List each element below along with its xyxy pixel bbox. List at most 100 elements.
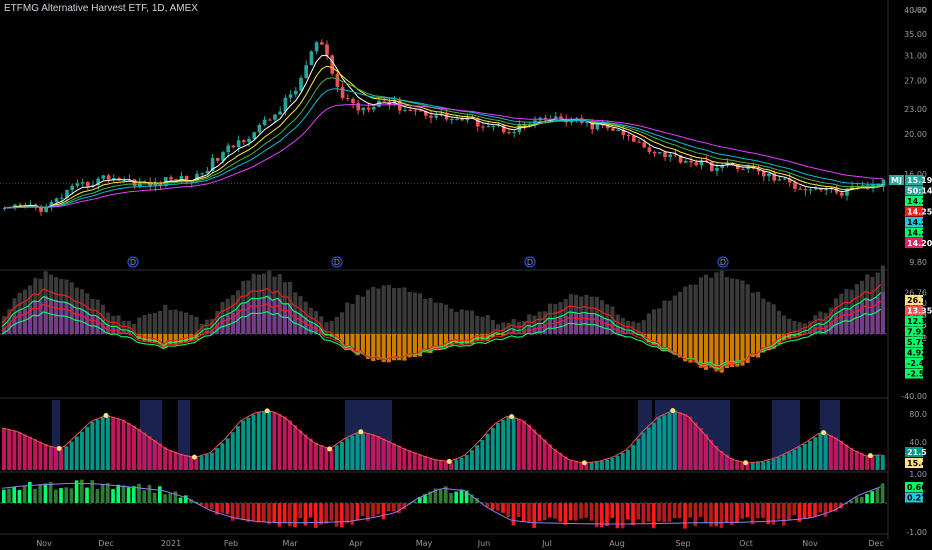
oscillator-bar	[376, 435, 381, 470]
oscillator-bar	[163, 447, 168, 470]
oscillator-pane[interactable]	[1, 400, 885, 470]
trend-bar	[90, 480, 95, 503]
momentum-bar	[189, 334, 194, 341]
trend-bar	[17, 490, 22, 503]
price-tick-label: 40.00	[904, 6, 927, 15]
trend-bar	[85, 487, 89, 503]
trend-bar	[766, 503, 771, 525]
envelope-bar	[386, 285, 391, 334]
trend-bar	[813, 503, 817, 517]
candle-body	[553, 116, 558, 120]
oscillator-bar	[350, 435, 355, 470]
envelope-bar	[808, 321, 813, 334]
trend-bar	[38, 484, 43, 503]
oscillator-badge	[905, 458, 923, 468]
trend-bar	[74, 480, 79, 503]
oscillator-bar	[818, 433, 823, 470]
envelope-bar	[204, 319, 209, 334]
momentum-bar	[771, 334, 776, 349]
trend-tick-label: -1.00	[906, 528, 927, 537]
momentum-bar	[43, 295, 48, 334]
candle-body	[678, 155, 683, 163]
momentum-bar	[631, 331, 636, 334]
price-badge-text: 14.20	[907, 239, 932, 248]
envelope-bar	[392, 287, 397, 334]
momentum-bar	[90, 315, 95, 334]
price-badge	[905, 227, 923, 238]
x-tick-label: Jul	[541, 539, 552, 548]
oscillator-bar	[605, 459, 610, 470]
candle-body	[813, 188, 818, 190]
oscillator-bar	[397, 445, 402, 470]
oscillator-bar	[496, 422, 500, 470]
trend-bar	[865, 494, 869, 503]
ribbon-line	[1, 308, 882, 367]
momentum-bar	[704, 334, 709, 370]
oscillator-bar	[766, 460, 771, 470]
momentum-bar	[220, 317, 225, 334]
price-tick-label: 27.00	[904, 76, 927, 85]
event-marker-label: D	[334, 258, 340, 267]
price-badge	[905, 217, 923, 227]
moving-average-line	[4, 88, 884, 209]
trend-bar	[428, 491, 433, 503]
oscillator-bar	[626, 449, 630, 470]
trend-bar	[537, 503, 542, 521]
momentum-bar	[272, 299, 277, 334]
momentum-bar	[860, 302, 865, 334]
envelope-bar	[782, 315, 787, 334]
oscillator-bar	[574, 460, 578, 470]
momentum-bar	[662, 334, 667, 352]
trend-bar	[95, 489, 100, 503]
trend-bar	[267, 503, 271, 525]
envelope-bar	[735, 279, 740, 334]
momentum-pane[interactable]	[0, 265, 888, 373]
oscillator-bar	[615, 455, 620, 470]
oscillator-bar	[121, 419, 126, 470]
trend-bar	[54, 489, 58, 503]
candle-body	[839, 192, 844, 196]
trend-bar	[808, 503, 812, 518]
candle-body	[231, 145, 236, 148]
momentum-bar	[412, 334, 417, 358]
trend-bar	[298, 503, 303, 519]
trend-bar	[178, 497, 183, 503]
event-marker-label: D	[130, 258, 136, 267]
candle-body	[309, 51, 314, 66]
trend-bar	[719, 503, 724, 528]
oscillator-bar	[834, 437, 838, 470]
candle-body	[54, 198, 59, 203]
momentum-bar	[246, 302, 251, 334]
oscillator-badge-text: 15.4	[907, 459, 927, 468]
momentum-bar	[740, 334, 745, 366]
oscillator-bar	[324, 447, 329, 470]
pivot-dot	[327, 446, 333, 452]
momentum-bar	[282, 303, 287, 334]
trend-bar	[641, 503, 646, 524]
momentum-bar	[423, 334, 428, 353]
trend-bar	[683, 503, 687, 529]
candle-body	[465, 117, 470, 121]
oscillator-bar	[173, 451, 178, 470]
candle-body	[356, 103, 361, 111]
candle-body	[106, 175, 111, 180]
envelope-bar	[542, 311, 547, 334]
oscillator-bar	[735, 460, 740, 470]
trend-bar	[797, 503, 802, 522]
candle-body	[418, 110, 423, 112]
trend-pane[interactable]	[0, 479, 888, 529]
pivot-dot	[56, 445, 62, 451]
oscillator-bar	[230, 432, 235, 470]
momentum-badge-text: 12.35	[907, 317, 932, 326]
price-badge-text: 50:14	[907, 187, 932, 196]
candle-body	[299, 77, 303, 91]
candle-body	[179, 175, 184, 182]
momentum-bar	[360, 334, 365, 355]
trend-bar	[854, 497, 859, 503]
momentum-bar	[584, 312, 589, 334]
oscillator-bar	[470, 450, 474, 470]
time-axis[interactable]: Nov Dec 2021 Feb Mar Apr May Jun Jul Aug Sep Oct Nov…	[36, 539, 884, 548]
